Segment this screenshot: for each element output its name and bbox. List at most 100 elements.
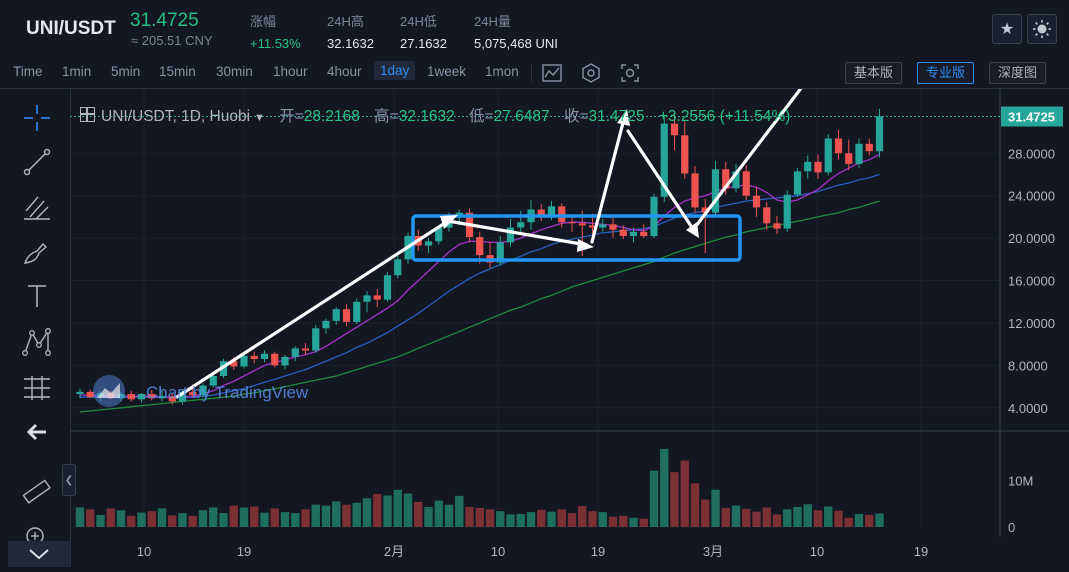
wave-arrow-2[interactable] (446, 219, 589, 247)
candle-body (496, 242, 504, 263)
candle-body (240, 355, 248, 367)
view-basic-button[interactable]: 基本版 (845, 62, 903, 84)
price-chart[interactable]: 4.0000 8.0000 12.0000 16.0000 20.0000 24.0000… (70, 89, 1069, 567)
tf-30min[interactable]: 30min (216, 64, 253, 79)
candle-body (568, 222, 576, 224)
pattern-icon[interactable] (20, 325, 54, 359)
candle-body (435, 227, 443, 242)
volume-bar (198, 510, 208, 527)
volume-bar (783, 509, 792, 527)
trendline-icon[interactable] (20, 145, 54, 179)
candle-body (670, 123, 679, 136)
volume-bar (393, 489, 402, 527)
candle-body (865, 143, 873, 152)
volume-bar (352, 502, 361, 527)
volume-bar (455, 495, 464, 527)
legend-box-icon[interactable] (80, 107, 95, 122)
measure-icon[interactable] (20, 371, 54, 405)
volume-bar (280, 512, 290, 527)
toolbar: Time 1min 5min 15min 30min 1hour 4hour 1… (0, 58, 1069, 89)
y-tick-label: 28.0000 (1008, 146, 1055, 161)
volume-bar (383, 495, 392, 527)
view-depth-button[interactable]: 深度图 (989, 62, 1047, 84)
tf-15min[interactable]: 15min (159, 64, 196, 79)
tf-1week[interactable]: 1week (427, 64, 467, 79)
stat-volume-label: 24H量 (474, 14, 511, 29)
wave-arrow-1[interactable] (175, 219, 450, 399)
tf-1mon[interactable]: 1mon (485, 64, 519, 79)
x-tick-label: 10 (810, 544, 824, 559)
text-icon[interactable] (20, 279, 54, 313)
arrow-head-1 (440, 215, 458, 229)
candle-body (722, 169, 730, 189)
last-price-tag (1001, 106, 1063, 127)
stat-change: 涨幅 +11.53% (250, 11, 301, 51)
legend-symbol[interactable]: UNI/USDT, 1D, Huobi (101, 108, 251, 125)
settings-icon[interactable] (580, 62, 602, 84)
fib-icon[interactable] (20, 191, 54, 225)
candle-body (127, 394, 135, 400)
stat-volume: 24H量 5,075,468 UNI (474, 11, 558, 51)
brush-icon[interactable] (20, 235, 54, 269)
indicator-icon[interactable] (541, 62, 563, 84)
volume-bar (793, 507, 802, 527)
wave-arrow-4[interactable] (626, 129, 695, 231)
volume-bar (752, 511, 761, 527)
ruler-icon[interactable] (20, 475, 54, 509)
chart-legend: UNI/USDT, 1D, Huobi ▼ 开=28.2168 高=32.1632… (80, 104, 790, 126)
candle-body (117, 394, 125, 399)
candle-body (301, 348, 310, 351)
legend-low-label: 低= (469, 108, 494, 125)
view-pro-button[interactable]: 专业版 (917, 62, 975, 84)
volume-bar (844, 517, 853, 527)
star-icon[interactable]: ★ (992, 14, 1022, 44)
candle-body (250, 355, 258, 360)
volume-bars (75, 448, 884, 527)
crosshair-icon[interactable] (20, 101, 54, 135)
candle-body (476, 237, 484, 256)
stat-low-value: 27.1632 (400, 36, 447, 51)
candle-body (230, 361, 238, 367)
candle-body (76, 391, 84, 395)
candle-body (814, 161, 822, 173)
legend-dropdown-icon[interactable]: ▼ (254, 112, 265, 124)
tf-5min[interactable]: 5min (111, 64, 141, 79)
candle-body (383, 275, 392, 300)
tf-time[interactable]: Time (13, 64, 43, 79)
volume-bar (660, 448, 669, 527)
drawing-toolbar (0, 89, 71, 567)
volume-bar (188, 515, 197, 527)
wave-arrow-3[interactable] (590, 117, 626, 244)
candle-body (824, 138, 832, 173)
volume-bar (424, 507, 433, 527)
sun-icon[interactable] (1027, 14, 1057, 44)
tf-4hour[interactable]: 4hour (327, 64, 362, 79)
consolidation-box[interactable] (411, 214, 742, 262)
tf-1day[interactable]: 1day (374, 61, 416, 80)
tradingview-watermark: Chart by TradingView (92, 374, 322, 410)
legend-close-label: 收= (563, 108, 589, 125)
annotations (175, 89, 834, 399)
candle-body (373, 295, 381, 300)
ma-line-mid (80, 173, 880, 398)
candle-body (681, 135, 689, 174)
collapse-toolbar-button[interactable]: ❮ (62, 464, 76, 496)
toolbar-divider (531, 64, 532, 82)
wave-arrow-5[interactable] (694, 89, 834, 228)
pair-title[interactable]: UNI/USDT (26, 18, 116, 39)
candle-body (199, 385, 207, 396)
back-arrow-icon[interactable] (20, 415, 54, 449)
screenshot-icon[interactable] (619, 62, 641, 84)
volume-bar (96, 514, 105, 527)
stat-low-label: 24H低 (400, 14, 437, 29)
expand-panel[interactable] (8, 541, 70, 567)
stat-high-label: 24H高 (327, 14, 364, 29)
volume-bar (711, 489, 720, 527)
candle-body (322, 320, 330, 329)
tf-1hour[interactable]: 1hour (273, 64, 308, 79)
x-tick-label: 3月 (703, 544, 723, 559)
volume-bar (537, 509, 546, 527)
candle-body (353, 301, 361, 322)
tf-1min[interactable]: 1min (62, 64, 92, 79)
candle-body (148, 394, 156, 399)
